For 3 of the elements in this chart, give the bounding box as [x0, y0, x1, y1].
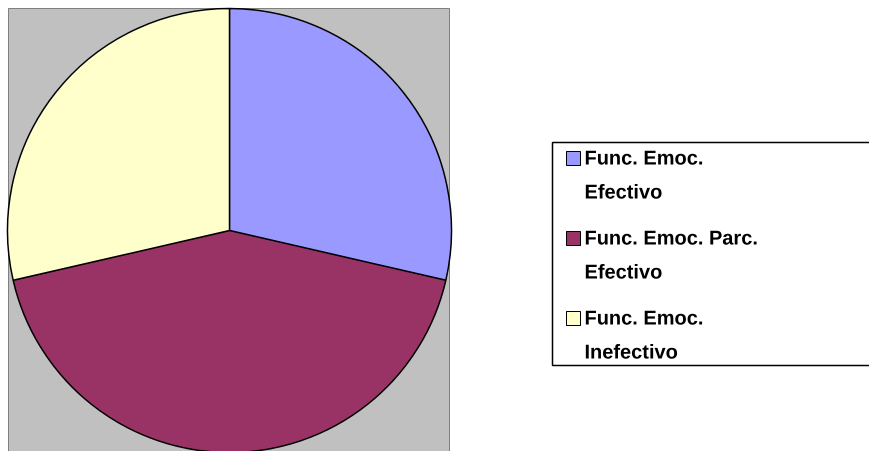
legend-label: Func. Emoc. Parc. Efectivo: [584, 228, 758, 284]
legend-label: Func. Emoc. Inefectivo: [584, 308, 704, 364]
legend-label: Func. Emoc. Efectivo: [584, 148, 704, 204]
